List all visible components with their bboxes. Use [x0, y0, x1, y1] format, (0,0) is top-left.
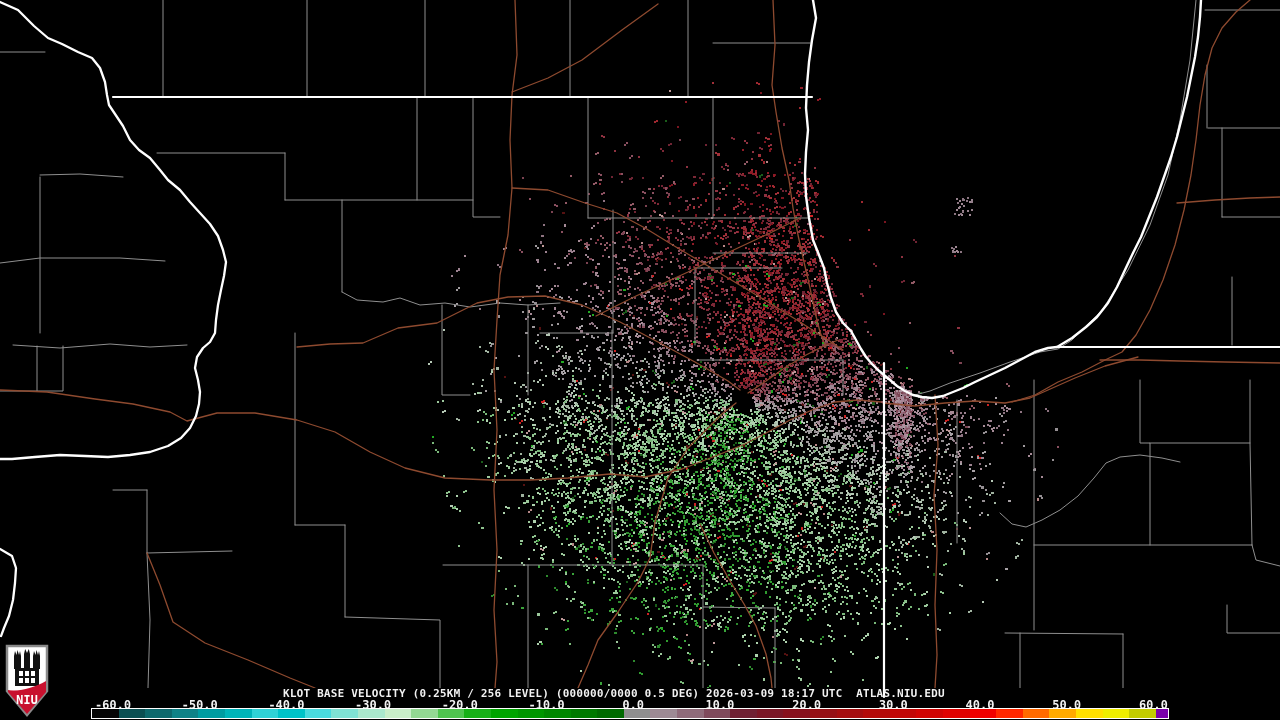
colorbar-cell [331, 709, 358, 718]
colorbar-cell [1049, 709, 1076, 718]
colorbar-cell [677, 709, 704, 718]
colorbar-cell [437, 709, 465, 718]
colorbar-cell [783, 709, 811, 718]
colorbar-cell [570, 709, 598, 718]
colorbar-cell [996, 709, 1023, 718]
colorbar-cell [171, 709, 199, 718]
colorbar-cell [251, 709, 279, 718]
niu-castle-windows [19, 671, 35, 683]
colorbar-cell [357, 709, 385, 718]
colorbar-cell [863, 709, 890, 718]
colorbar-cell [916, 709, 943, 718]
niu-red-band [8, 681, 46, 714]
colorbar-cell [650, 709, 678, 718]
colorbar-cell [145, 709, 172, 718]
colorbar-cell [969, 709, 997, 718]
colorbar-cell [730, 709, 757, 718]
colorbar-cell [943, 709, 970, 718]
niu-logo-text: NIU [16, 693, 38, 707]
colorbar-cell [1022, 709, 1050, 718]
colorbar-cell [198, 709, 225, 718]
niu-logo: NIU [5, 644, 49, 717]
colorbar-cell [756, 709, 784, 718]
colorbar-cell [118, 709, 146, 718]
product-title: KLOT BASE VELOCITY (0.25KM / 256 LEVEL) … [283, 687, 945, 700]
colorbar-cell [464, 709, 491, 718]
colorbar-cell [224, 709, 252, 718]
colorbar-cell [517, 709, 545, 718]
colorbar-cell [278, 709, 305, 718]
colorbar-cell [384, 709, 412, 718]
colorbar-cell [304, 709, 332, 718]
colorbar-cell [810, 709, 837, 718]
colorbar-rf-cell [1155, 709, 1168, 718]
colorbar-cell [1075, 709, 1103, 718]
colorbar-cell [92, 709, 119, 718]
colorbar-cell [623, 709, 651, 718]
colorbar-cell [889, 709, 917, 718]
colorbar-cell [1129, 709, 1156, 718]
colorbar-cell [703, 709, 731, 718]
colorbar-cell [836, 709, 864, 718]
colorbar-cell [1102, 709, 1130, 718]
colorbar-cell [490, 709, 518, 718]
velocity-colorbar [91, 708, 1169, 719]
colorbar-cell [597, 709, 624, 718]
colorbar-cell [544, 709, 571, 718]
colorbar-cell [411, 709, 438, 718]
